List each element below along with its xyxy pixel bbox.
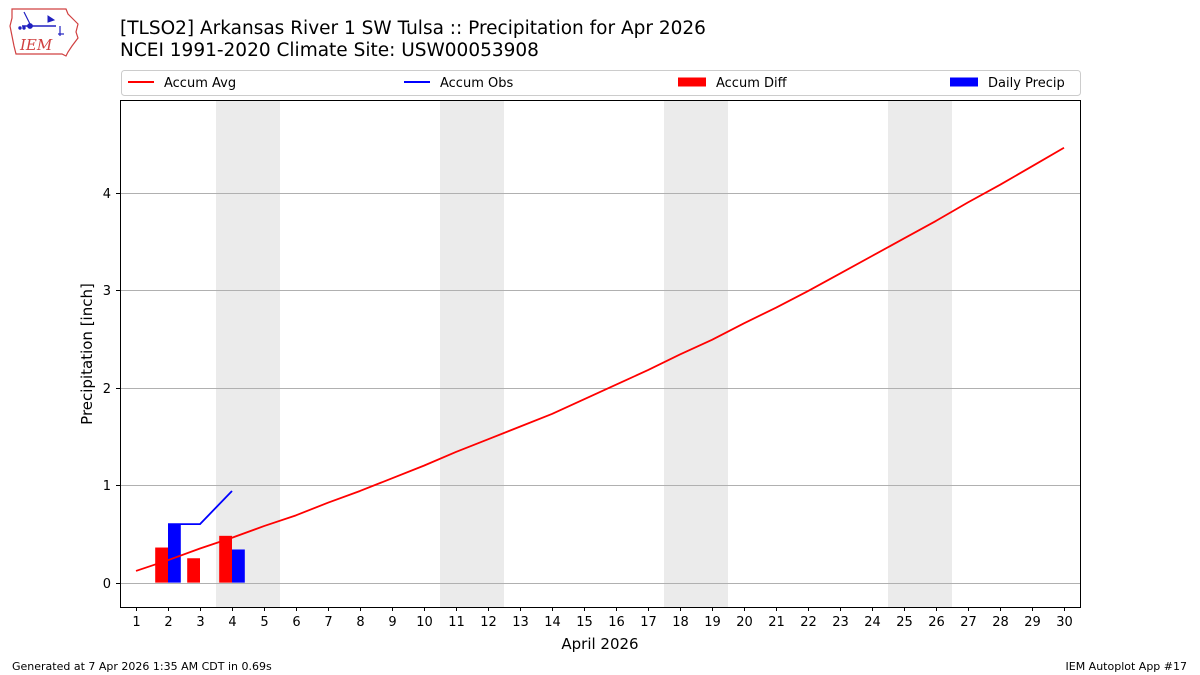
legend-swatch-4 xyxy=(950,77,978,87)
x-tick-label: 1 xyxy=(132,615,140,630)
x-tick-label: 28 xyxy=(992,615,1009,630)
legend-label: Accum Diff xyxy=(716,76,788,91)
x-tick-label: 20 xyxy=(736,615,753,630)
chart-subtitle: NCEI 1991-2020 Climate Site: USW00053908 xyxy=(120,40,539,61)
iowa-outline-icon xyxy=(9,8,79,57)
x-tick-label: 2 xyxy=(164,615,172,630)
legend-box xyxy=(121,70,1081,96)
y-tick-label: 2 xyxy=(103,382,111,397)
weekend-band-3 xyxy=(664,100,728,607)
y-tick-label: 1 xyxy=(103,479,111,494)
daily-precip-bar-2 xyxy=(168,524,181,583)
x-tick-label: 10 xyxy=(416,615,433,630)
y-axis-label: Precipitation [inch] xyxy=(78,283,96,425)
plot-frame xyxy=(120,100,1081,608)
footer-generated: Generated at 7 Apr 2026 1:35 AM CDT in 0… xyxy=(12,660,272,673)
legend-label: Daily Precip xyxy=(988,76,1065,91)
x-tick-label: 9 xyxy=(388,615,396,630)
x-tick-label: 17 xyxy=(640,615,657,630)
x-tick-label: 14 xyxy=(544,615,561,630)
x-tick-label: 18 xyxy=(672,615,689,630)
x-tick-label: 15 xyxy=(576,615,593,630)
footer-app-id: IEM Autoplot App #17 xyxy=(1065,660,1188,673)
x-tick-label: 21 xyxy=(768,615,785,630)
x-tick-label: 30 xyxy=(1056,615,1073,630)
x-tick-label: 23 xyxy=(832,615,849,630)
x-tick-label: 6 xyxy=(292,615,300,630)
y-tick-label: 4 xyxy=(103,187,111,202)
y-tick-label: 0 xyxy=(103,577,111,592)
x-tick-label: 29 xyxy=(1024,615,1041,630)
accum-obs-line xyxy=(168,490,233,526)
chart-title: [TLSO2] Arkansas River 1 SW Tulsa :: Pre… xyxy=(120,18,706,39)
x-tick-label: 13 xyxy=(512,615,529,630)
x-tick-label: 11 xyxy=(448,615,465,630)
x-tick-label: 7 xyxy=(324,615,332,630)
daily-precip-bar-4 xyxy=(232,549,245,583)
accum-avg-line xyxy=(135,146,1065,572)
weekend-band-4 xyxy=(888,100,952,607)
x-tick-label: 22 xyxy=(800,615,817,630)
legend-label: Accum Obs xyxy=(440,76,513,91)
x-tick-label: 8 xyxy=(356,615,364,630)
logo-text: IEM xyxy=(19,36,53,54)
x-tick-label: 12 xyxy=(480,615,497,630)
weather-station-icon xyxy=(18,11,64,36)
x-tick-label: 19 xyxy=(704,615,721,630)
x-tick-label: 24 xyxy=(864,615,881,630)
weekend-band-2 xyxy=(440,100,504,607)
x-tick-label: 27 xyxy=(960,615,977,630)
x-tick-label: 4 xyxy=(228,615,236,630)
x-tick-label: 3 xyxy=(196,615,204,630)
accum-diff-bar-4 xyxy=(219,535,232,583)
y-tick-label: 3 xyxy=(103,284,111,299)
x-tick-label: 26 xyxy=(928,615,945,630)
x-tick-label: 25 xyxy=(896,615,913,630)
x-tick-label: 5 xyxy=(260,615,268,630)
accum-diff-bar-2 xyxy=(155,547,168,583)
x-tick-label: 16 xyxy=(608,615,625,630)
x-axis-label: April 2026 xyxy=(561,635,638,653)
accum-diff-bar-3 xyxy=(187,558,200,583)
weekend-band-1 xyxy=(216,100,280,607)
legend-swatch-3 xyxy=(678,77,706,87)
legend-label: Accum Avg xyxy=(164,76,236,91)
iem-logo: IEM xyxy=(9,8,79,57)
